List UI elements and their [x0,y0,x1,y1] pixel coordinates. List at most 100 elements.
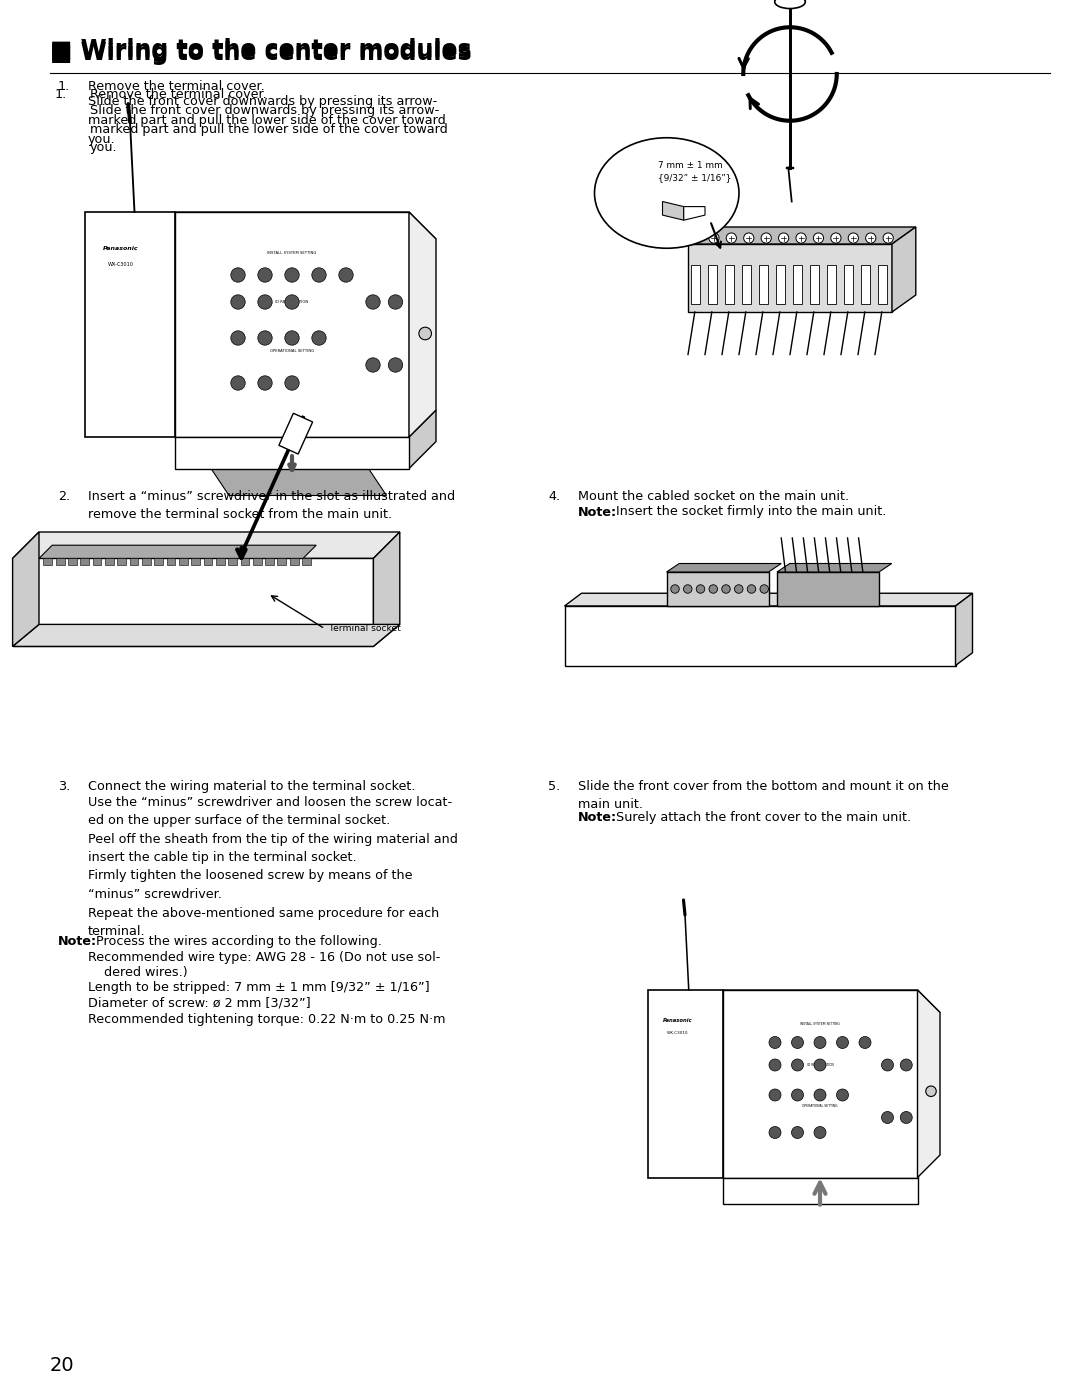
Text: Recommended tightening torque: 0.22 N·m to 0.25 N·m: Recommended tightening torque: 0.22 N·m … [87,1013,446,1025]
Polygon shape [154,558,163,565]
Text: Slide the front cover downwards by pressing its arrow-
marked part and pull the : Slide the front cover downwards by press… [90,104,448,154]
Polygon shape [666,572,769,606]
Circle shape [734,585,743,593]
Polygon shape [241,558,249,565]
Polygon shape [409,213,436,436]
Polygon shape [688,243,892,312]
Text: 4.: 4. [548,490,561,504]
Circle shape [901,1059,913,1072]
Polygon shape [93,558,102,565]
Circle shape [769,1037,781,1048]
Ellipse shape [774,0,806,8]
Text: Use the “minus” screwdriver and loosen the screw locat-
ed on the upper surface : Use the “minus” screwdriver and loosen t… [87,796,458,937]
Circle shape [881,1111,893,1123]
Text: ID REGISTRATION: ID REGISTRATION [807,1063,834,1067]
Circle shape [231,267,245,283]
Polygon shape [742,266,751,304]
Circle shape [814,1088,826,1101]
Circle shape [721,585,730,593]
Circle shape [312,330,326,346]
Text: 2.: 2. [58,490,70,504]
Polygon shape [878,266,887,304]
Polygon shape [918,990,940,1178]
Ellipse shape [594,137,739,248]
Polygon shape [956,593,972,666]
Polygon shape [279,413,312,455]
Circle shape [671,585,679,593]
Polygon shape [810,266,819,304]
Text: 3.: 3. [58,781,70,793]
Circle shape [901,1111,913,1123]
Circle shape [231,295,245,309]
Circle shape [926,1086,936,1097]
Text: Insert a “minus” screwdriver in the slot as illustrated and
remove the terminal : Insert a “minus” screwdriver in the slot… [87,490,455,522]
Polygon shape [216,558,225,565]
Polygon shape [118,558,126,565]
Polygon shape [409,410,436,469]
Text: Surely attach the front cover to the main unit.: Surely attach the front cover to the mai… [612,811,912,824]
Circle shape [231,330,245,346]
Polygon shape [723,990,940,1013]
Polygon shape [175,213,409,436]
Polygon shape [13,532,400,558]
Text: Length to be stripped: 7 mm ± 1 mm [9/32” ± 1/16”]: Length to be stripped: 7 mm ± 1 mm [9/32… [87,982,430,995]
Text: OPERATIONAL SETTING: OPERATIONAL SETTING [802,1104,838,1108]
Polygon shape [39,546,316,558]
Circle shape [837,1037,849,1048]
Circle shape [389,295,403,309]
Circle shape [312,267,326,283]
Polygon shape [777,572,879,606]
Polygon shape [726,266,734,304]
Circle shape [285,295,299,309]
Text: Panasonic: Panasonic [663,1017,692,1023]
Circle shape [881,1059,893,1072]
Circle shape [792,1126,804,1139]
Circle shape [419,327,432,340]
Polygon shape [565,593,972,606]
Polygon shape [80,558,90,565]
Text: Remove the terminal cover.: Remove the terminal cover. [90,88,267,101]
Polygon shape [648,990,723,1178]
Circle shape [691,234,702,243]
Circle shape [366,358,380,372]
Text: WX-C3010: WX-C3010 [108,262,134,267]
Text: dered wires.): dered wires.) [87,965,188,979]
Polygon shape [662,201,684,220]
Text: 1.: 1. [58,80,70,92]
Polygon shape [179,558,188,565]
Text: Terminal socket: Terminal socket [329,624,401,634]
Polygon shape [191,558,200,565]
Text: ■ Wiring to the center modules: ■ Wiring to the center modules [50,38,472,62]
Polygon shape [105,558,113,565]
Text: INSTALL SYSTEM SETTING: INSTALL SYSTEM SETTING [800,1021,840,1025]
Circle shape [813,234,824,243]
Polygon shape [253,558,261,565]
Polygon shape [684,207,705,220]
Circle shape [708,585,717,593]
Circle shape [792,1037,804,1048]
Circle shape [726,234,737,243]
Text: Note:: Note: [578,811,617,824]
Polygon shape [43,558,52,565]
Circle shape [258,330,272,346]
Text: ID REGISTRATION: ID REGISTRATION [275,299,309,304]
Circle shape [708,234,719,243]
Text: Remove the terminal cover.: Remove the terminal cover. [87,80,265,92]
Circle shape [744,234,754,243]
Polygon shape [228,558,237,565]
Polygon shape [723,990,918,1178]
Text: Diameter of screw: ø 2 mm [3/32”]: Diameter of screw: ø 2 mm [3/32”] [87,997,311,1010]
Polygon shape [13,558,374,646]
Polygon shape [827,266,836,304]
Polygon shape [13,624,400,646]
Polygon shape [845,266,853,304]
Circle shape [285,376,299,390]
Polygon shape [774,0,806,1]
Polygon shape [723,1178,918,1203]
Circle shape [814,1126,826,1139]
Text: 20: 20 [50,1356,75,1375]
Circle shape [859,1037,870,1048]
Polygon shape [175,213,436,239]
Polygon shape [691,266,700,304]
Polygon shape [666,564,781,572]
